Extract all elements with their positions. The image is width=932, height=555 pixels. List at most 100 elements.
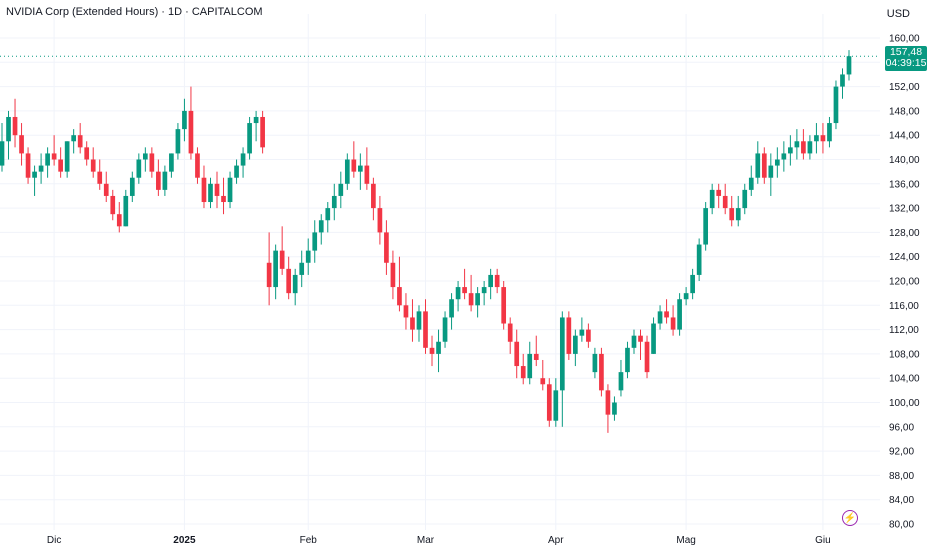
candle-body (142, 153, 148, 160)
candle-body (149, 153, 155, 172)
candle-body (273, 250, 278, 288)
candle (481, 281, 487, 306)
candle (625, 341, 630, 379)
candle (110, 189, 116, 221)
candle-body (468, 293, 474, 306)
candle (638, 329, 643, 360)
candle-body (657, 311, 663, 324)
x-tick-label: Giu (815, 535, 831, 546)
candle-body (110, 195, 116, 215)
candle (273, 244, 278, 300)
candle-body (846, 56, 852, 75)
y-tick-label: 140,00 (889, 155, 920, 166)
candle (410, 299, 415, 342)
candle-body (631, 335, 637, 348)
candle-body (651, 323, 656, 354)
candle (103, 171, 109, 203)
candle (436, 329, 441, 373)
candle-body (781, 153, 787, 160)
candle-body (748, 177, 754, 190)
candle-body (423, 311, 428, 348)
candle (429, 335, 435, 367)
candle (507, 317, 513, 354)
candle-body (670, 317, 676, 330)
candle (540, 359, 546, 391)
candle (397, 256, 402, 312)
y-tick-label: 148,00 (889, 106, 920, 117)
candle-body (371, 183, 376, 209)
candle (331, 183, 337, 221)
candle (38, 153, 44, 184)
candle-body (494, 274, 500, 288)
candle-body (292, 274, 298, 294)
last-price-countdown: 04:39:15 (885, 57, 927, 69)
candle-body (618, 372, 624, 391)
candle (19, 123, 24, 166)
candle-body (390, 262, 396, 288)
candle-body (605, 390, 611, 415)
candle-body (481, 287, 487, 294)
y-tick-label: 128,00 (889, 228, 920, 239)
candle (664, 299, 669, 324)
candle (227, 171, 233, 209)
candle-body (325, 208, 331, 221)
candle (169, 153, 174, 178)
y-tick-label: 136,00 (889, 179, 920, 190)
candle (142, 147, 148, 172)
candle-body (234, 165, 239, 178)
x-tick-label: Feb (300, 535, 318, 546)
candle-body (501, 287, 507, 324)
candle-body (820, 135, 826, 142)
candle-body (722, 195, 728, 209)
candle (735, 195, 741, 227)
candle (305, 238, 311, 275)
candle (788, 135, 793, 166)
candle-body (827, 123, 832, 142)
candle (586, 323, 591, 348)
candle (84, 141, 90, 166)
candle-body (377, 208, 383, 233)
currency-label[interactable]: USD (886, 8, 910, 20)
candle (416, 305, 422, 342)
candle (703, 202, 709, 251)
candle-body (735, 208, 741, 221)
candle-body (768, 165, 774, 178)
candle (260, 110, 265, 154)
x-tick-label: 2025 (173, 535, 196, 546)
candle (794, 129, 800, 160)
candle-body (338, 183, 344, 196)
candle-body (25, 153, 31, 178)
y-tick-label: 144,00 (889, 131, 920, 142)
candle (129, 171, 135, 203)
x-axis: Dic2025FebMarAprMagGiuLug (47, 535, 831, 546)
candle (442, 311, 448, 348)
candle (338, 171, 344, 209)
y-tick-label: 84,00 (889, 495, 914, 506)
candle (77, 123, 83, 154)
candle (781, 141, 787, 172)
candle (618, 359, 624, 397)
candle-body (573, 335, 578, 354)
candle (221, 177, 226, 215)
candle-body (247, 123, 252, 154)
candle-body (410, 317, 415, 330)
candle (90, 147, 96, 178)
candle (722, 183, 728, 215)
candle-body (592, 353, 598, 373)
candle-body (801, 141, 806, 154)
candle (748, 165, 754, 196)
y-tick-label: 80,00 (889, 520, 914, 531)
candle-body (344, 159, 350, 184)
candle-body (305, 250, 311, 263)
candle-body (32, 171, 37, 178)
candle-body (182, 110, 187, 130)
lightning-icon[interactable]: ⚡ (842, 510, 858, 526)
candle-body (240, 153, 246, 166)
candle-body (19, 135, 24, 154)
candle (240, 147, 246, 178)
candle (488, 268, 493, 300)
candle-body (612, 402, 617, 415)
candle-body (442, 317, 448, 342)
